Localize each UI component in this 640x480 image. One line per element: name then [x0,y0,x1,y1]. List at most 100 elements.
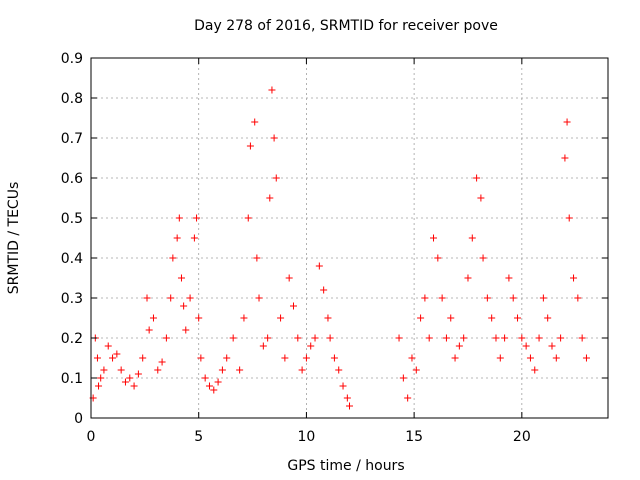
data-point [430,234,438,242]
data-point [266,194,274,202]
y-tick-label: 0.8 [61,91,83,107]
data-point [438,294,446,302]
data-point [302,354,310,362]
data-point [281,354,289,362]
data-point [408,354,416,362]
data-point [255,294,263,302]
data-point [442,334,450,342]
y-tick-label: 0.4 [61,251,83,267]
data-point [505,274,513,282]
data-point [109,354,117,362]
data-point [451,354,459,362]
data-point [311,334,319,342]
data-point [167,294,175,302]
data-point [343,394,351,402]
data-point [548,342,556,350]
data-point [473,174,481,182]
data-point [236,366,244,374]
data-point [259,342,267,350]
data-point [175,214,183,222]
chart-title: Day 278 of 2016, SRMTID for receiver pov… [194,18,498,34]
data-point [509,294,517,302]
data-point [552,354,560,362]
y-tick-label: 0.9 [61,51,83,67]
data-point [253,254,261,262]
data-point [143,294,151,302]
data-point [557,334,565,342]
data-point [134,370,142,378]
data-point [578,334,586,342]
data-point [97,374,105,382]
data-point [399,374,407,382]
data-point [447,314,455,322]
data-point [272,174,280,182]
y-tick-label: 0.1 [61,371,83,387]
data-point [522,342,530,350]
data-point [315,262,323,270]
data-point [190,234,198,242]
data-point [229,334,237,342]
data-point [544,314,552,322]
data-point [251,118,259,126]
y-tick-label: 0.5 [61,211,83,227]
data-point [126,374,134,382]
data-point [477,194,485,202]
data-point [240,314,248,322]
data-point [95,382,103,390]
data-point [201,374,209,382]
data-point [492,334,500,342]
data-point [162,334,170,342]
data-point [326,334,334,342]
data-point [339,382,347,390]
data-point [455,342,463,350]
y-tick-label: 0.2 [61,331,83,347]
data-point [277,314,285,322]
data-point [93,354,101,362]
data-point [197,354,205,362]
data-point [561,154,569,162]
data-point [412,366,420,374]
plot-frame [90,57,609,419]
x-axis-label: GPS time / hours [287,458,404,474]
data-point [264,334,272,342]
data-point [145,326,153,334]
data-point [130,382,138,390]
data-point [582,354,590,362]
data-point [218,366,226,374]
y-tick-label: 0 [74,411,83,427]
data-point [535,334,543,342]
data-point [501,334,509,342]
data-point [434,254,442,262]
data-point [285,274,293,282]
data-point [223,354,231,362]
data-point [570,274,578,282]
data-point [182,326,190,334]
data-point [173,234,181,242]
data-point [324,314,332,322]
data-point [563,118,571,126]
y-tick-label: 0.3 [61,291,83,307]
y-tick-label: 0.7 [61,131,83,147]
data-point [460,334,468,342]
data-point [158,358,166,366]
data-point [180,302,188,310]
data-points [89,86,590,410]
y-tick-label: 0.6 [61,171,83,187]
data-point [320,286,328,294]
data-point [117,366,125,374]
x-tick-label: 5 [194,429,203,445]
data-point [205,382,213,390]
data-point [531,366,539,374]
data-point [404,394,412,402]
data-point [425,334,433,342]
data-point [496,354,504,362]
data-point [514,314,522,322]
data-point [121,378,129,386]
data-point [526,354,534,362]
data-point [421,294,429,302]
data-point [298,366,306,374]
data-point [330,354,338,362]
data-point [139,354,147,362]
data-point [479,254,487,262]
